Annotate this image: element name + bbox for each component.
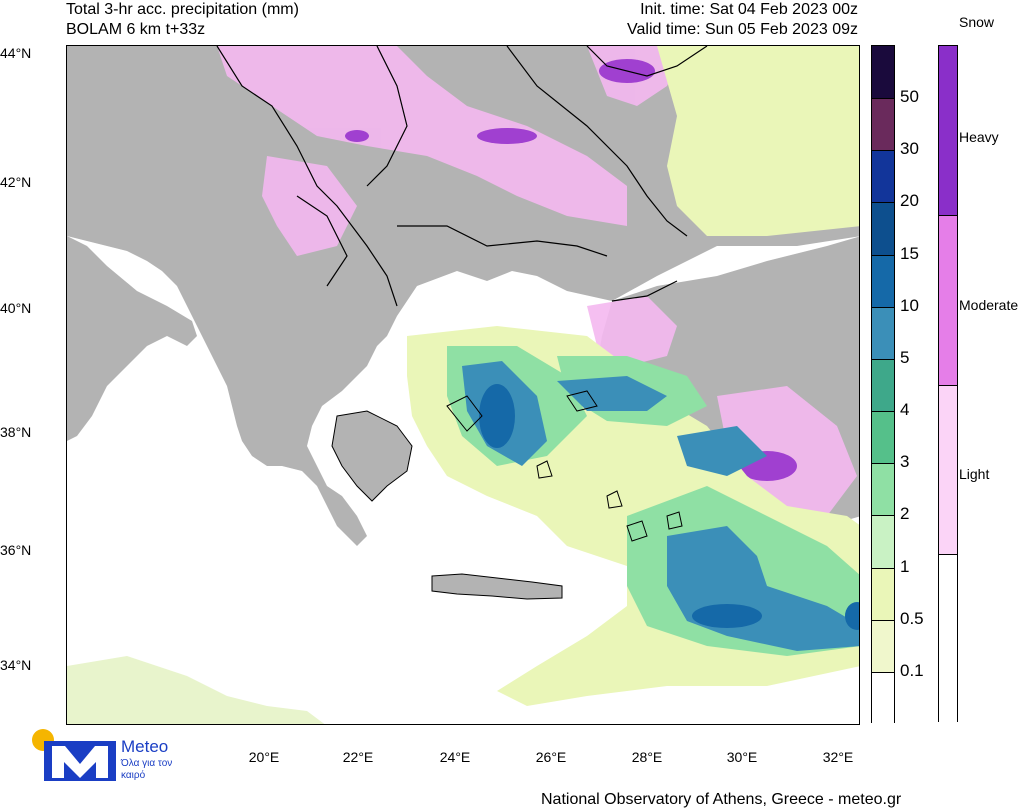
rain-level-label: 2 (900, 504, 910, 524)
lon-label-32: 32°E (822, 749, 854, 765)
rain-colorbar-cell (872, 98, 894, 151)
rain-level-label: 5 (900, 347, 910, 367)
rain-colorbar-cell (872, 411, 894, 464)
rain-level-label: 0.5 (900, 608, 924, 628)
rain-level-label: 30 (900, 139, 919, 159)
title-line-1: Total 3-hr acc. precipitation (mm) (66, 1, 299, 18)
rain-level-label: 15 (900, 243, 919, 263)
rain-level-label: 4 (900, 400, 910, 420)
time-info: Init. time: Sat 04 Feb 2023 00z Valid ti… (627, 0, 858, 40)
rain-colorbar-cell (872, 254, 894, 307)
lat-label-44: 44°N (0, 45, 32, 61)
rain-colorbar-cell (872, 150, 894, 203)
meteo-logo (32, 729, 116, 781)
rain-level-label: 1 (900, 556, 910, 576)
rain-colorbar-cell (872, 671, 894, 724)
lon-label-26: 26°E (535, 749, 567, 765)
valid-time: Valid time: Sun 05 Feb 2023 09z (627, 21, 858, 38)
lon-label-20: 20°E (248, 749, 280, 765)
rain-level-label: 3 (900, 452, 910, 472)
snow-colorbar-cell (939, 553, 957, 723)
land-africa (67, 656, 325, 724)
logo-slogan: Όλα για τον καιρό (121, 758, 173, 781)
lon-label-30: 30°E (726, 749, 758, 765)
land-crete (432, 574, 562, 599)
borders (216, 46, 708, 307)
lat-label-38: 38°N (0, 424, 32, 440)
rain-colorbar-cell (872, 567, 894, 620)
rain-heavy (462, 361, 859, 651)
snow-colorbar-cell (939, 215, 957, 385)
land-peloponnese (332, 411, 412, 501)
lon-label-22: 22°E (342, 749, 374, 765)
map-title: Total 3-hr acc. precipitation (mm) BOLAM… (66, 0, 299, 40)
rain-colorbar-cell (872, 515, 894, 568)
rain-colorbar-cell (872, 46, 894, 99)
land-italy (67, 236, 197, 441)
map-graphic (67, 46, 859, 724)
snow-label-moderate: Moderate (959, 297, 1019, 313)
rain-colorbar-cell (872, 358, 894, 412)
rain-level-label: 0.1 (900, 660, 924, 680)
lat-label-34: 34°N (0, 657, 32, 673)
snow-legend-title: Snow (959, 14, 995, 30)
snow-colorbar-cell (939, 46, 957, 216)
logo-m-letter (52, 746, 108, 778)
footer-credit: National Observatory of Athens, Greece -… (541, 791, 902, 808)
init-time: Init. time: Sat 04 Feb 2023 00z (640, 1, 858, 18)
lat-label-36: 36°N (0, 542, 32, 558)
lat-label-42: 42°N (0, 174, 32, 190)
title-line-2: BOLAM 6 km t+33z (66, 21, 206, 38)
rain-level-label: 10 (900, 295, 919, 315)
rain-colorbar (871, 45, 895, 724)
logo-name: Meteo (121, 737, 169, 756)
rain-colorbar-cell (872, 463, 894, 516)
land-balkans (67, 46, 859, 546)
rain-level-label: 20 (900, 191, 919, 211)
snow-label-light: Light (959, 466, 990, 482)
snow-colorbar (938, 45, 958, 723)
rain-colorbar-cell (872, 306, 894, 359)
lat-label-40: 40°N (0, 300, 32, 316)
lon-label-28: 28°E (631, 749, 663, 765)
rain-colorbar-cell (872, 619, 894, 672)
precipitation-map (66, 45, 860, 725)
lon-label-24: 24°E (439, 749, 471, 765)
rain-intense (479, 384, 859, 630)
snow-colorbar-cell (939, 384, 957, 554)
rain-level-label: 50 (900, 87, 919, 107)
rain-colorbar-cell (872, 202, 894, 255)
snow-label-heavy: Heavy (959, 129, 999, 145)
coastline-islands (331, 390, 683, 600)
